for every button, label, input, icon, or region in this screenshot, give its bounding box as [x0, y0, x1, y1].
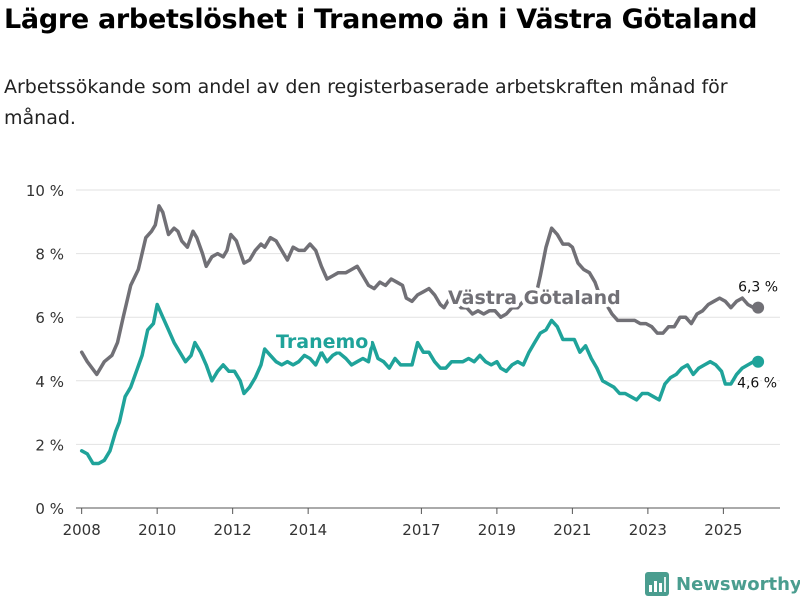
- x-tick-label: 2014: [289, 521, 327, 539]
- x-tick-label: 2023: [629, 521, 667, 539]
- y-tick-label: 6 %: [35, 309, 64, 327]
- series-line-vastra-gotaland: [79, 204, 760, 377]
- end-label-vastra-gotaland: 6,3 %: [738, 280, 778, 296]
- series-label-tranemo: Tranemo: [276, 331, 368, 353]
- x-tick-label: 2021: [553, 521, 591, 539]
- bar-chart-icon: [645, 572, 669, 596]
- chart-subtitle: Arbetssökande som andel av den registerb…: [4, 76, 728, 129]
- x-tick-label: 2012: [214, 521, 252, 539]
- x-tick-label: 2017: [402, 521, 440, 539]
- y-tick-label: 10 %: [26, 182, 64, 200]
- newsworthy-logo: Newsworthy: [645, 570, 800, 598]
- logo-text: Newsworthy: [676, 573, 800, 595]
- end-marker-tranemo: [752, 355, 765, 368]
- end-label-tranemo: 4,6 %: [737, 376, 777, 392]
- series-label-vastra-gotaland: Västra Götaland: [448, 287, 621, 309]
- chart-title: Lägre arbetslöshet i Tranemo än i Västra…: [4, 4, 758, 35]
- x-tick-label: 2010: [138, 521, 176, 539]
- y-tick-label: 4 %: [35, 373, 64, 391]
- y-tick-label: 2 %: [35, 436, 64, 454]
- y-tick-label: 8 %: [35, 246, 64, 264]
- end-label-tranemo-halo: 4,6 %: [737, 376, 777, 392]
- end-marker-vastra-gotaland: [752, 301, 765, 314]
- x-tick-label: 2025: [704, 521, 742, 539]
- x-tick-label: 2019: [478, 521, 516, 539]
- series-line-tranemo: [79, 302, 760, 466]
- end-label-vastra-gotaland-halo: 6,3 %: [738, 280, 778, 296]
- series-label-vastra-gotaland-halo: Västra Götaland: [448, 287, 621, 309]
- series-label-tranemo-halo: Tranemo: [276, 331, 368, 353]
- y-tick-label: 0 %: [35, 500, 64, 518]
- x-tick-label: 2008: [63, 521, 101, 539]
